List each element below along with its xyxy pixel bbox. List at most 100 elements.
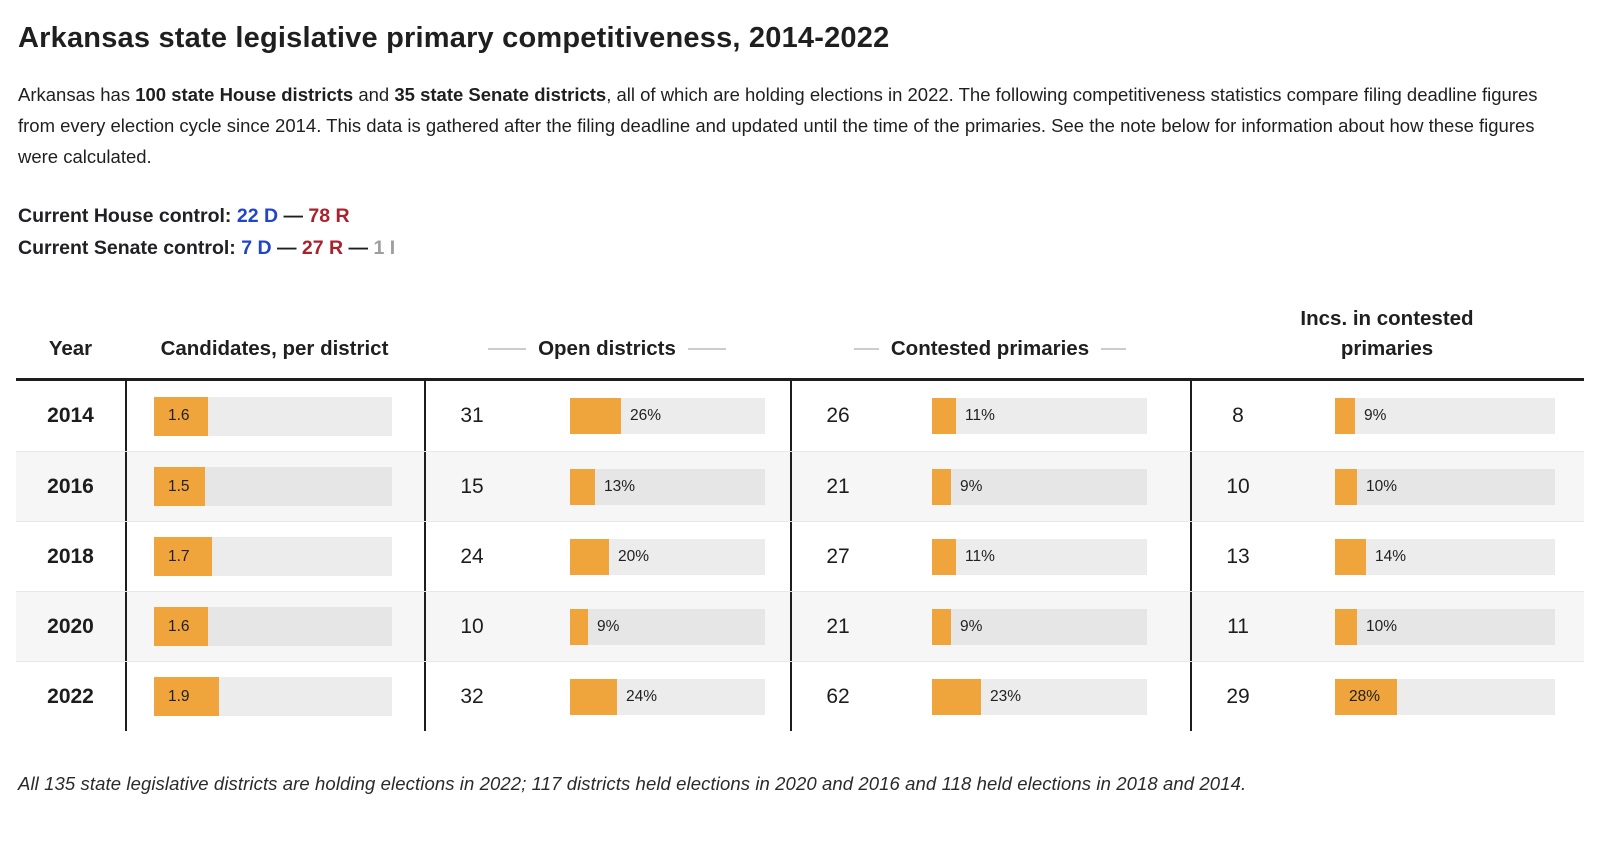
- candidates-bar: 1.5: [154, 467, 392, 506]
- page-title: Arkansas state legislative primary compe…: [18, 22, 890, 54]
- incumbents-contested-cell: 8 9%: [1190, 381, 1584, 451]
- year-value: 2018: [47, 544, 94, 568]
- candidates-cell: 1.6: [125, 381, 424, 451]
- chamber-control-block: Current House control: 22 D — 78 R Curre…: [18, 200, 1584, 264]
- bar-fill: [1335, 468, 1357, 505]
- bar-percent-label: 11%: [965, 547, 995, 565]
- senate-control-label: Current Senate control:: [18, 237, 236, 259]
- incumbents-contested-count: 10: [1226, 474, 1250, 498]
- bar-percent-label: 14%: [1375, 547, 1407, 565]
- incumbents-contested-bar: 14%: [1335, 538, 1555, 575]
- bar-fill: [932, 538, 956, 575]
- contested-primaries-cell: 62 23%: [790, 662, 1190, 731]
- dash-separator: —: [348, 237, 369, 259]
- contested-primaries-count: 27: [826, 544, 850, 568]
- bar-percent-label: 13%: [604, 477, 636, 495]
- bar-fill: [932, 608, 951, 645]
- incumbents-contested-bar: 9%: [1335, 398, 1555, 434]
- open-districts-count: 32: [460, 684, 484, 708]
- contested-primaries-count: 26: [826, 404, 850, 427]
- bar-percent-label: 9%: [960, 617, 983, 635]
- open-districts-count: 31: [460, 404, 484, 427]
- open-districts-cell: 32 24%: [424, 662, 790, 731]
- table-row-2022: 2022 1.9 32 24% 62 23% 29 28%: [16, 661, 1584, 731]
- candidates-cell: 1.5: [125, 452, 424, 521]
- contested-primaries-bar: 9%: [932, 468, 1147, 505]
- bar-value-label: 1.9: [168, 687, 190, 705]
- open-districts-cell: 31 26%: [424, 381, 790, 451]
- bar-fill: [932, 678, 981, 715]
- incumbents-contested-cell: 10 10%: [1190, 452, 1584, 521]
- incumbents-contested-cell: 29 28%: [1190, 662, 1584, 731]
- open-districts-count: 15: [460, 474, 484, 498]
- open-districts-bar: 13%: [570, 468, 765, 505]
- incumbents-contested-count: 11: [1227, 614, 1249, 638]
- contested-primaries-cell: 26 11%: [790, 381, 1190, 451]
- incumbents-contested-cell: 11 10%: [1190, 592, 1584, 661]
- bar-fill: [154, 607, 208, 646]
- table-header-row: Year Candidates, per district Open distr…: [16, 304, 1584, 378]
- bar-fill: [570, 678, 617, 715]
- column-header-contested: Contested primaries: [790, 334, 1190, 364]
- candidates-cell: 1.9: [125, 662, 424, 731]
- column-header-candidates: Candidates, per district: [160, 337, 389, 360]
- candidates-bar: 1.9: [154, 677, 392, 716]
- open-districts-bar: 20%: [570, 538, 765, 575]
- bar-fill: [932, 468, 951, 505]
- house-rep-count: 78 R: [308, 205, 350, 227]
- year-value: 2022: [47, 684, 94, 708]
- contested-primaries-bar: 11%: [932, 538, 1147, 575]
- table-row-2020: 2020 1.6 10 9% 21 9% 11 10%: [16, 591, 1584, 661]
- senate-ind-count: 1 I: [373, 237, 396, 259]
- header-rule-right: [687, 348, 726, 350]
- bar-percent-label: 26%: [630, 407, 662, 424]
- open-districts-cell: 15 13%: [424, 452, 790, 521]
- dash-separator: —: [283, 205, 303, 227]
- bar-percent-label: 9%: [960, 477, 983, 495]
- bar-fill: [1335, 538, 1366, 575]
- column-header-open: Open districts: [424, 334, 790, 364]
- dash-separator: —: [276, 237, 297, 259]
- open-districts-count: 10: [460, 614, 484, 638]
- candidates-cell: 1.6: [125, 592, 424, 661]
- table-row-2018: 2018 1.7 24 20% 27 11% 13 14%: [16, 521, 1584, 591]
- open-districts-bar: 26%: [570, 398, 765, 434]
- bar-percent-label: 20%: [618, 547, 650, 565]
- bar-percent-label: 9%: [1364, 407, 1387, 424]
- open-districts-cell: 24 20%: [424, 522, 790, 591]
- bar-fill: [570, 538, 609, 575]
- bar-percent-label: 28%: [1349, 687, 1381, 705]
- contested-primaries-count: 62: [826, 684, 850, 708]
- contested-primaries-bar: 23%: [932, 678, 1147, 715]
- house-control-line: Current House control: 22 D — 78 R: [18, 200, 1584, 232]
- incumbents-contested-count: 29: [1226, 684, 1250, 708]
- open-districts-cell: 10 9%: [424, 592, 790, 661]
- bar-fill: [1335, 398, 1355, 434]
- open-districts-bar: 9%: [570, 608, 765, 645]
- competitiveness-table: Year Candidates, per district Open distr…: [16, 304, 1584, 731]
- house-control-label: Current House control:: [18, 205, 232, 227]
- contested-primaries-count: 21: [826, 474, 850, 498]
- bar-fill: [570, 398, 621, 434]
- bar-fill: [154, 537, 212, 576]
- incumbents-contested-bar: 10%: [1335, 608, 1555, 645]
- bar-percent-label: 24%: [626, 687, 658, 705]
- bar-fill: [1335, 678, 1397, 715]
- header-rule-left: [488, 348, 527, 350]
- contested-primaries-bar: 11%: [932, 398, 1147, 434]
- bar-percent-label: 23%: [990, 687, 1022, 705]
- contested-primaries-bar: 9%: [932, 608, 1147, 645]
- bar-fill: [154, 467, 205, 506]
- candidates-bar: 1.6: [154, 607, 392, 646]
- senate-dem-count: 7 D: [241, 237, 272, 259]
- incumbents-contested-bar: 28%: [1335, 678, 1555, 715]
- table-row-2016: 2016 1.5 15 13% 21 9% 10 10%: [16, 451, 1584, 521]
- bar-value-label: 1.7: [168, 547, 190, 565]
- senate-control-line: Current Senate control: 7 D — 27 R — 1 I: [18, 232, 1584, 264]
- open-districts-count: 24: [460, 544, 484, 568]
- incumbents-contested-cell: 13 14%: [1190, 522, 1584, 591]
- contested-primaries-cell: 21 9%: [790, 592, 1190, 661]
- bar-percent-label: 11%: [965, 407, 995, 424]
- contested-primaries-count: 21: [826, 614, 850, 638]
- bar-fill: [570, 468, 595, 505]
